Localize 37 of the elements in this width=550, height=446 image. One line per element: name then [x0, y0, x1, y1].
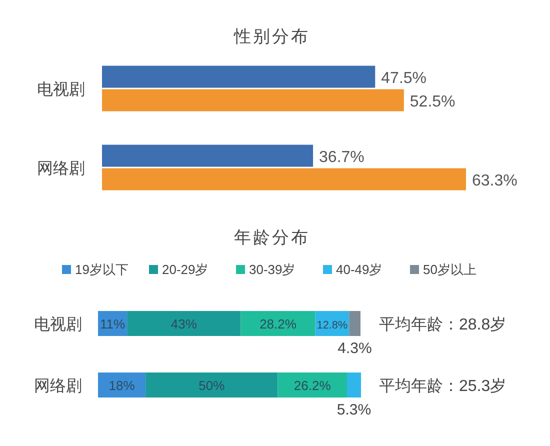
data-label: 36.7% [319, 148, 364, 166]
legend-label: 50岁以上 [423, 262, 476, 277]
y-tick-label: 网络剧 [37, 160, 85, 178]
data-label: 12.8% [316, 320, 348, 332]
bar [240, 311, 316, 336]
data-label: 11% [100, 316, 126, 332]
y-tick-label: 网络剧 [34, 378, 82, 395]
data-label: 4.3% [338, 340, 372, 357]
data-label: 28.2% [260, 316, 297, 332]
y-tick-label: 电视剧 [37, 80, 85, 98]
data-label: 52.5% [410, 93, 456, 110]
bar [349, 311, 360, 336]
legend-label: 30-39岁 [249, 262, 296, 277]
data-label: 5.3% [336, 402, 372, 418]
bar [146, 372, 278, 398]
bar [102, 89, 404, 112]
bar [102, 144, 314, 167]
legend-label: 19岁以下 [75, 262, 128, 277]
data-label: 26.2% [294, 378, 332, 393]
chart-title: 年龄分布 [234, 228, 310, 247]
legend-label: 20-29岁 [162, 262, 208, 277]
chart-title: 性别分布 [233, 27, 310, 46]
data-label: 47.5% [381, 70, 427, 87]
y-tick-label: 电视剧 [34, 316, 82, 334]
bar [98, 372, 146, 398]
bar [278, 372, 347, 398]
data-label: 63.3% [472, 172, 518, 190]
data-label: 50% [198, 378, 226, 393]
bar [346, 372, 361, 398]
text: 平均年龄：25.3岁 [379, 377, 506, 395]
data-label: 43% [170, 316, 198, 332]
legend-label: 40-49岁 [336, 262, 382, 277]
bar [102, 168, 466, 190]
text: 平均年龄：28.8岁 [379, 316, 506, 334]
bar [127, 311, 241, 336]
data-label: 18% [108, 378, 136, 393]
bar [102, 66, 376, 88]
